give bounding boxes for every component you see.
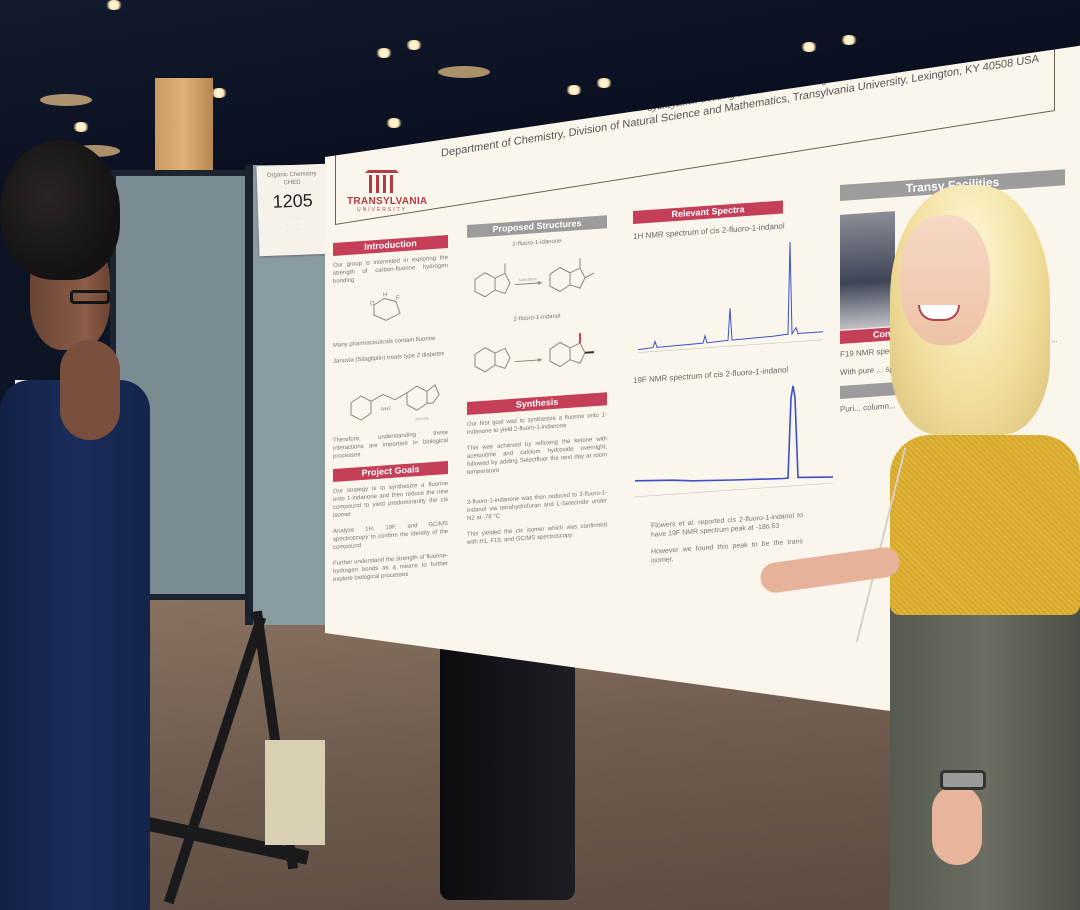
fluorination-reaction-diagram: Selectfluor — [474, 258, 594, 298]
hand — [932, 785, 982, 865]
spectra-bullet: Flowers et al. reported cis 2-fluoro-1-i… — [651, 512, 803, 539]
f-nmr-spectrum — [634, 385, 834, 498]
svg-text:F: F — [396, 295, 400, 301]
synthesis-bullet: This yielded the cis isomer which was co… — [467, 522, 607, 546]
column-structures-synthesis: Proposed Structures 2-fluoro-1-idanone S… — [467, 215, 607, 555]
ceiling-light — [105, 0, 123, 10]
section-heading-introduction: Introduction — [333, 234, 448, 256]
face — [900, 215, 990, 345]
structure-label: 2-fluoro-1-indanol — [513, 313, 561, 323]
presenter-woman — [758, 185, 1080, 910]
ceiling-light — [405, 40, 423, 50]
intro-bullet: Januvia (Sitagliptin) treats type 2 diab… — [333, 351, 445, 365]
hair — [0, 140, 120, 280]
ceiling-light — [595, 78, 613, 88]
reduction-reaction-diagram — [474, 333, 594, 373]
intro-bullet: Many pharmaceuticals contain fluorine — [333, 335, 436, 349]
university-logo: TRANSYLVANIA UNIVERSITY — [347, 163, 427, 213]
goals-bullet: Our strategy is to synthesize a fluorine… — [333, 480, 448, 519]
glasses-icon — [70, 290, 110, 304]
ceiling-light — [800, 42, 818, 52]
goals-bullet: Further understand the strength of fluor… — [333, 552, 448, 583]
svg-text:O: O — [370, 301, 375, 307]
ceiling-light — [565, 85, 583, 95]
svg-text:H: H — [383, 292, 387, 298]
intro-bullet: Our group is interested in exploring the… — [333, 254, 448, 285]
navy-blazer — [0, 380, 150, 910]
goals-bullet: Analyze 1H, 19F, and GC/MS spectroscopy … — [333, 520, 448, 551]
ceiling-light — [72, 122, 90, 132]
synthesis-bullet: Our first goal was to synthesize a fluor… — [467, 412, 607, 436]
section-heading-project-goals: Project Goals — [333, 460, 448, 482]
svg-text:NH2: NH2 — [381, 406, 391, 413]
intro-bullet: Therefore, understanding these interacti… — [333, 429, 448, 460]
grey-trousers — [890, 600, 1080, 910]
booth-number: 1205 — [272, 190, 314, 212]
synthesis-bullet: 2-fluoro-1-indanone was then reduced to … — [467, 490, 607, 522]
section-heading-synthesis: Synthesis — [467, 392, 607, 415]
ceiling-light — [840, 35, 858, 45]
ceiling-light — [385, 118, 403, 128]
synthesis-bullet: This was achieved by refluxing the keton… — [467, 436, 607, 476]
ceiling-pillar — [155, 78, 213, 173]
ceiling-light — [375, 48, 393, 58]
section-heading-proposed-structures: Proposed Structures — [467, 215, 607, 238]
januvia-structure: NH2 Januvia — [350, 384, 440, 421]
column-introduction: Introduction Our group is interested in … — [333, 234, 448, 592]
structure-label: 2-fluoro-1-idanone — [512, 238, 562, 248]
ceiling-light — [210, 88, 228, 98]
section-heading-relevant-spectra: Relevant Spectra — [633, 200, 783, 224]
pillars-icon — [365, 163, 399, 193]
person-behind-poster — [440, 640, 575, 900]
column-spectra: Relevant Spectra 1H NMR spectrum of cis … — [633, 197, 834, 575]
h-nmr-spectrum — [637, 241, 823, 353]
svg-text:Selectfluor: Selectfluor — [518, 276, 538, 282]
tote-bag — [265, 740, 325, 845]
svg-text:Januvia: Januvia — [415, 415, 430, 421]
attendee-man — [0, 140, 160, 910]
booth-number-card: Organic Chemistry CHED 1205 · · · · · · ·… — [256, 163, 330, 257]
ceiling-fixture — [40, 94, 92, 106]
ceiling-fixture — [438, 66, 490, 78]
hydrogen-bond-diagram: O H F — [370, 292, 401, 321]
hand-on-chin — [60, 340, 120, 440]
mustard-top — [890, 435, 1080, 615]
watch-icon — [940, 770, 986, 790]
